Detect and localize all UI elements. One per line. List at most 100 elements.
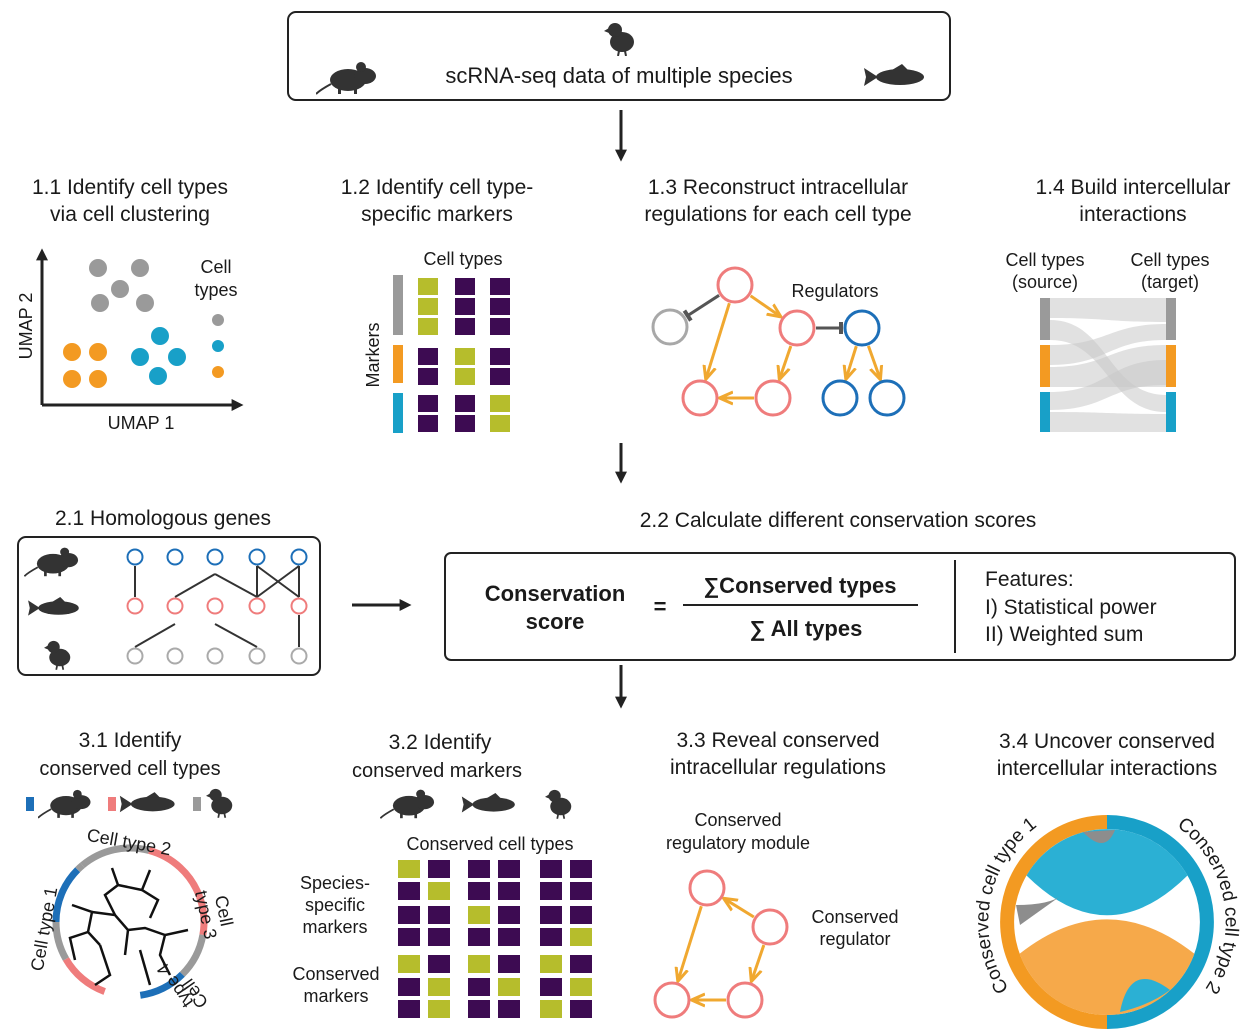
section-title: 1.1 Identify cell types [32,176,228,199]
target-bar [1166,345,1176,387]
section-title: 1.3 Reconstruct intracellular [648,176,908,199]
edge [682,294,720,322]
cell-dot [89,370,107,388]
heat-cell [418,278,438,295]
cell-dot [131,348,149,366]
arc-segment [1106,815,1214,1029]
arc-segment [1000,815,1108,1029]
module-label: Conserved [694,810,781,830]
marker-heatmap [393,275,510,433]
species-color [26,797,34,811]
gene-node [126,597,144,615]
section-title: 1.4 Build intercellular [1036,176,1231,199]
heat-cell [468,906,490,924]
section-title: intracellular regulations [670,756,886,779]
features-item: I) Statistical power [985,596,1157,619]
arc-segment [80,844,151,869]
section-title: 3.1 Identify [79,729,182,752]
chord-ribbon [1120,979,1170,1012]
arc-segment [62,957,106,995]
edge [678,905,703,980]
heat-cell [490,368,510,385]
input-label: scRNA-seq data of multiple species [445,63,792,88]
cell-dot [63,343,81,361]
mouse-icon [316,61,377,95]
section-title: conserved cell types [39,758,220,780]
legend-dot [212,366,224,378]
heat-cell [468,928,490,946]
axis-label: UMAP 2 [16,293,36,360]
heat-cell [398,978,420,996]
homolog-link [174,573,216,598]
node [843,309,881,347]
axis-label: UMAP 1 [108,413,175,433]
target-label: Cell types [1130,250,1209,270]
heat-cell [398,955,420,973]
heat-cell [540,1000,562,1018]
gene-node [290,647,308,665]
cell-dot [89,343,107,361]
cell-dot [91,294,109,312]
chick-icon [44,639,72,670]
features-item: II) Weighted sum [985,623,1143,646]
heat-cell [398,882,420,900]
heat-cell [498,928,520,946]
flow-band [1050,298,1166,322]
target-bar [1166,392,1176,432]
row-label: markers [302,917,367,937]
row-label: Conserved [292,964,379,984]
column-label: Cell types [423,249,502,269]
source-label: Cell types [1005,250,1084,270]
regulator-label: Conserved [811,907,898,927]
homolog-link [214,623,258,648]
row-label: Markers [363,322,383,387]
heat-cell [418,368,438,385]
regulators-label: Regulators [791,281,878,301]
chick-icon [604,22,635,56]
heat-cell [490,348,510,365]
heat-cell [540,978,562,996]
gene-node [248,597,266,615]
heat-cell [540,906,562,924]
heat-cell [490,415,510,432]
node [821,379,859,417]
gene-node [166,647,184,665]
heat-cell [468,955,490,973]
fish-icon [461,793,515,813]
gene-node [290,548,308,566]
gene-node [166,548,184,566]
heat-cell [570,928,592,946]
row-label: specific [305,895,365,915]
cell-type-tree [52,844,208,999]
arc-segment [139,971,185,999]
target-bar [1166,298,1176,340]
section-title: regulations for each cell type [644,203,911,226]
scatter-plot [63,259,224,388]
formula-box [444,552,1236,661]
heat-cell [455,278,475,295]
formula-lhs: score [526,609,585,634]
source-bar [1040,345,1050,387]
tree-branch [140,869,160,919]
heat-cell [418,415,438,432]
gene-node [248,647,266,665]
column-label: Conserved cell types [406,834,573,854]
heat-cell [490,278,510,295]
gene-node [206,647,224,665]
legend-label: Cell [200,257,231,277]
cell-dot [136,294,154,312]
section-title: intercellular interactions [997,757,1218,780]
heat-cell [540,928,562,946]
chord-diagram [1000,815,1214,1029]
heat-cell [428,978,450,996]
chick-icon [206,787,234,818]
fish-icon [119,792,175,813]
mouse-icon [380,788,435,820]
edge [706,302,731,378]
heat-cell [468,882,490,900]
fish-icon [864,64,924,86]
section-title: 2.1 Homologous genes [55,507,271,530]
heat-cell [428,860,450,878]
species-color [193,797,201,811]
